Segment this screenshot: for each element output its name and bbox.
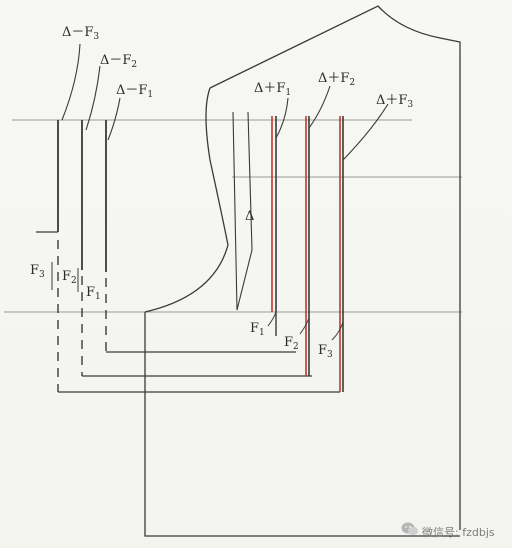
leader-bottom-f3 [331, 321, 344, 341]
label-bottom-right-1: F1 [250, 321, 265, 338]
label-left-mid-3: F1 [86, 285, 101, 302]
label-left-top-2: Δ－F2 [100, 53, 137, 70]
label-bottom-right-3: F3 [318, 343, 333, 360]
label-right-top-1: Δ＋F1 [254, 81, 291, 98]
wechat-icon [401, 522, 418, 536]
label-left-top-3: Δ－F1 [116, 83, 153, 100]
label-right-top-3: Δ＋F3 [376, 93, 413, 110]
delta-dart [232, 111, 253, 311]
label-left-top-1: Δ－F3 [62, 25, 99, 42]
leader-left-f1 [107, 97, 121, 141]
armhole-curve [144, 87, 229, 313]
label-delta: Δ [245, 209, 254, 224]
leader-bottom-f1 [267, 311, 277, 327]
hem-outline [144, 312, 460, 537]
label-bottom-right-2: F2 [284, 335, 299, 352]
watermark-text: 微信号: fzdbjs [422, 526, 495, 539]
label-left-mid-1: F3 [30, 263, 45, 280]
label-right-top-2: Δ＋F2 [318, 71, 355, 88]
bodice-outline [209, 5, 461, 530]
leader-left-f3 [61, 43, 81, 121]
leader-bottom-f2 [299, 317, 310, 335]
leader-right-f2 [308, 85, 331, 129]
leader-right-f1 [275, 97, 289, 139]
leader-right-f3 [342, 103, 389, 161]
label-left-mid-2: F2 [62, 269, 77, 286]
leader-left-f2 [85, 65, 101, 131]
